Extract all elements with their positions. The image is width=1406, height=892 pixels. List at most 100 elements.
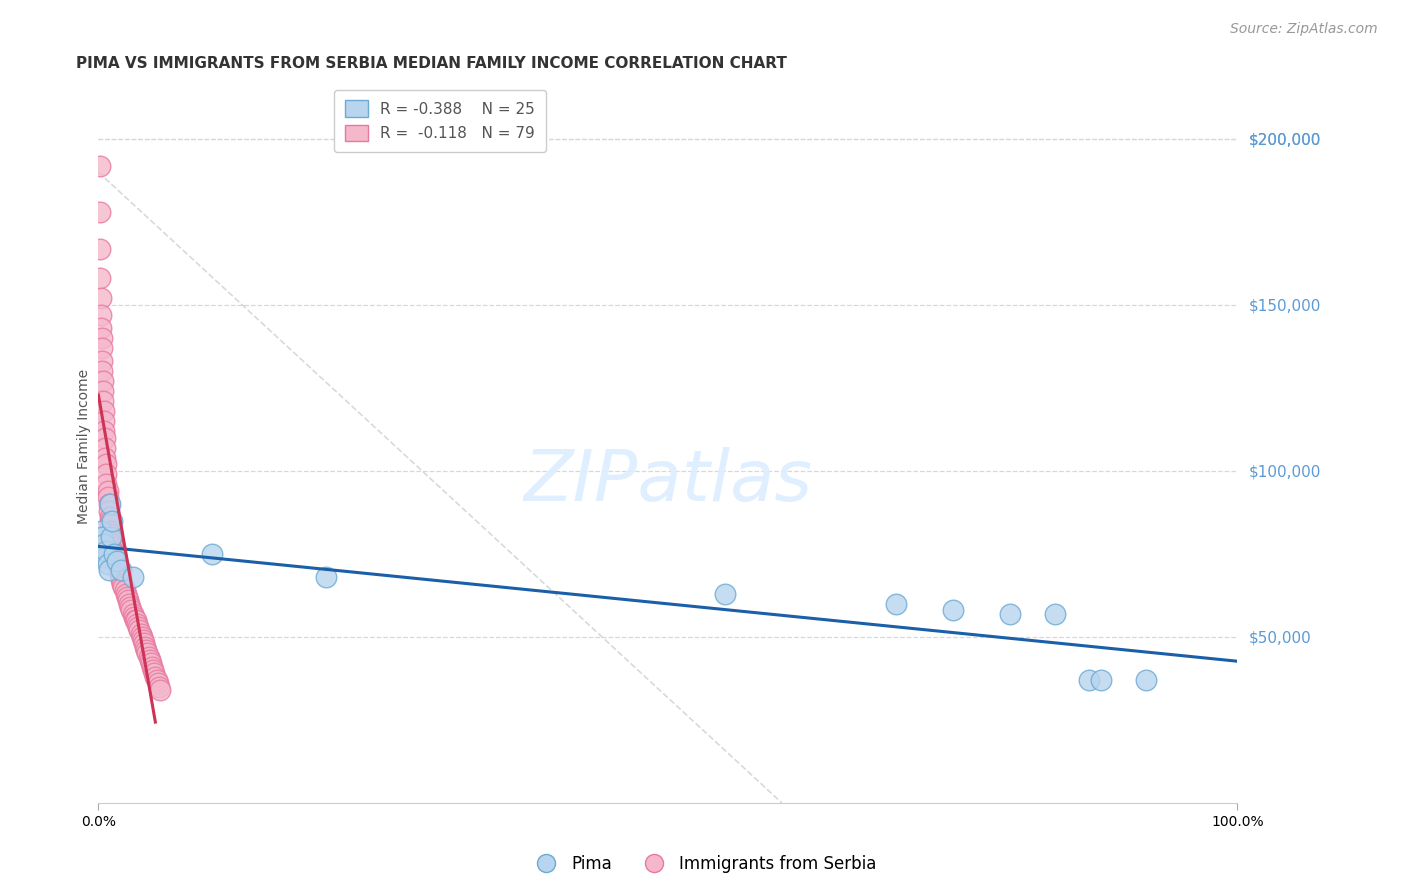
Point <box>91 394 114 409</box>
Point <box>135 643 157 657</box>
Point <box>201 547 224 561</box>
Y-axis label: Median Family Income: Median Family Income <box>77 368 91 524</box>
Point <box>101 514 124 528</box>
Point <box>90 321 112 335</box>
Point <box>94 431 117 445</box>
Point <box>103 540 125 554</box>
Point <box>96 543 118 558</box>
Point <box>145 673 167 687</box>
Point <box>108 566 131 581</box>
Point <box>98 514 121 528</box>
Point <box>132 636 155 650</box>
Point <box>90 308 112 322</box>
Point <box>132 633 155 648</box>
Point <box>111 576 134 591</box>
Point <box>714 587 737 601</box>
Point <box>91 384 114 399</box>
Point <box>122 610 145 624</box>
Point <box>134 640 156 654</box>
Point <box>94 450 117 465</box>
Point <box>107 560 129 574</box>
Point <box>110 574 132 588</box>
Point <box>100 530 122 544</box>
Point <box>127 616 149 631</box>
Point <box>1043 607 1066 621</box>
Point <box>131 630 153 644</box>
Point <box>96 467 118 482</box>
Point <box>105 557 128 571</box>
Point <box>148 680 170 694</box>
Point <box>89 159 111 173</box>
Point <box>91 374 114 388</box>
Point <box>121 570 143 584</box>
Point <box>115 590 138 604</box>
Point <box>127 620 149 634</box>
Point <box>105 553 128 567</box>
Point <box>128 624 150 638</box>
Text: Source: ZipAtlas.com: Source: ZipAtlas.com <box>1230 22 1378 37</box>
Point <box>93 404 115 418</box>
Point <box>138 649 160 664</box>
Point <box>93 537 115 551</box>
Point <box>101 533 124 548</box>
Point <box>90 331 112 345</box>
Point <box>114 583 136 598</box>
Point <box>93 414 115 428</box>
Point <box>89 271 111 285</box>
Point <box>120 599 142 614</box>
Point <box>120 603 142 617</box>
Point <box>97 504 120 518</box>
Point <box>96 491 118 505</box>
Text: PIMA VS IMMIGRANTS FROM SERBIA MEDIAN FAMILY INCOME CORRELATION CHART: PIMA VS IMMIGRANTS FROM SERBIA MEDIAN FA… <box>76 56 786 71</box>
Point <box>96 457 118 471</box>
Point <box>89 242 111 256</box>
Point <box>98 516 121 531</box>
Point <box>94 550 117 565</box>
Point <box>141 659 163 673</box>
Point <box>139 657 162 671</box>
Point <box>110 570 132 584</box>
Point <box>94 441 117 455</box>
Point <box>149 682 172 697</box>
Point <box>89 205 111 219</box>
Point <box>138 653 160 667</box>
Point <box>1090 673 1112 687</box>
Point <box>96 483 118 498</box>
Point <box>90 530 112 544</box>
Point <box>143 666 166 681</box>
Point <box>90 341 112 355</box>
Point <box>98 510 121 524</box>
Point <box>129 626 152 640</box>
Point <box>315 570 337 584</box>
Point <box>145 670 167 684</box>
Point <box>93 424 115 438</box>
Legend: Pima, Immigrants from Serbia: Pima, Immigrants from Serbia <box>523 848 883 880</box>
Point <box>100 527 122 541</box>
Point <box>942 603 965 617</box>
Point <box>97 497 120 511</box>
Point <box>90 524 112 538</box>
Point <box>104 550 127 565</box>
Point <box>112 580 135 594</box>
Point <box>136 647 159 661</box>
Point <box>103 547 125 561</box>
Point <box>103 543 125 558</box>
Point <box>884 597 907 611</box>
Point <box>98 497 121 511</box>
Point <box>117 593 139 607</box>
Point <box>1135 673 1157 687</box>
Point <box>101 537 124 551</box>
Point <box>96 477 118 491</box>
Point <box>118 597 141 611</box>
Point <box>142 663 165 677</box>
Point <box>90 291 112 305</box>
Point <box>91 547 114 561</box>
Point <box>96 557 118 571</box>
Point <box>110 564 132 578</box>
Point <box>103 547 125 561</box>
Point <box>998 607 1021 621</box>
Point <box>124 613 146 627</box>
Point <box>90 354 112 368</box>
Point <box>114 587 136 601</box>
Point <box>90 364 112 378</box>
